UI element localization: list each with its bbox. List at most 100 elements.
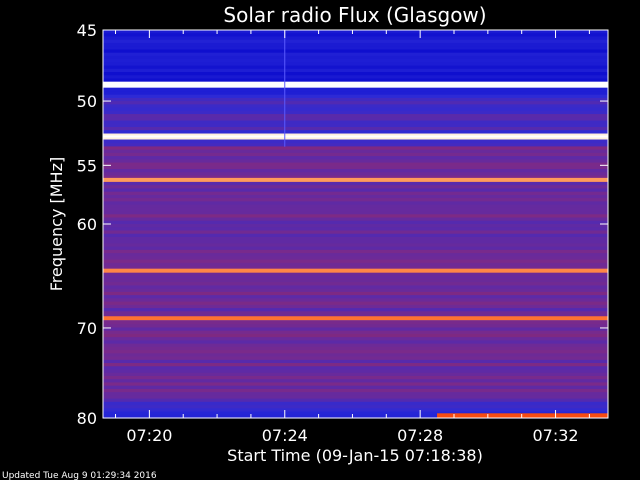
heatmap-row — [103, 327, 608, 332]
heatmap-row — [103, 275, 608, 280]
heatmap-row — [103, 188, 608, 193]
heatmap-row — [103, 49, 608, 54]
heatmap-row — [103, 159, 608, 164]
y-tick-label: 60 — [77, 215, 97, 234]
heatmap-row — [103, 59, 608, 63]
chart-title: Solar radio Flux (Glasgow) — [223, 3, 486, 27]
heatmap-row — [103, 224, 608, 228]
heatmap-row — [103, 330, 608, 335]
heatmap-row — [103, 169, 608, 173]
heatmap-row — [103, 388, 608, 393]
x-tick-label: 07:24 — [262, 426, 308, 445]
heatmap-row — [103, 201, 608, 206]
x-tick-label: 07:28 — [397, 426, 443, 445]
heatmap-row — [103, 282, 608, 287]
heatmap-row — [103, 165, 608, 170]
heatmap-row — [103, 62, 608, 67]
heatmap-row — [103, 405, 608, 409]
heatmap-row — [103, 240, 608, 244]
heatmap-row — [103, 172, 608, 177]
heatmap-row — [103, 152, 608, 157]
heatmap-row — [103, 343, 608, 348]
x-tick-label: 07:20 — [126, 426, 172, 445]
heatmap-row — [103, 346, 608, 351]
heatmap-row — [103, 214, 608, 219]
heatmap-row — [103, 117, 608, 122]
heatmap-row — [103, 97, 608, 102]
heatmap-row — [103, 311, 608, 316]
y-tick-label: 45 — [77, 21, 97, 40]
emission-band-core — [103, 135, 608, 138]
x-axis-ticks: 07:20 07:24 07:28 07:32 — [115, 30, 590, 445]
heatmap-row — [103, 211, 608, 215]
heatmap-row — [103, 88, 608, 93]
heatmap-row — [103, 304, 608, 309]
heatmap-row — [103, 256, 608, 261]
heatmap-row — [103, 72, 608, 76]
heatmap-row — [103, 359, 608, 364]
heatmap-row — [103, 246, 608, 251]
heatmap-row — [103, 143, 608, 147]
plot-area — [102, 29, 609, 419]
heatmap-row — [103, 262, 608, 267]
heatmap-row — [103, 324, 608, 329]
heatmap-row — [103, 107, 608, 112]
y-axis-label: Frequency [MHz] — [47, 157, 66, 291]
heatmap-row — [103, 369, 608, 374]
heatmap-row — [103, 337, 608, 341]
heatmap-row — [103, 156, 608, 160]
heatmap-row — [103, 46, 608, 50]
heatmap-row — [103, 243, 608, 248]
heatmap-row — [103, 288, 608, 293]
heatmap-row — [103, 65, 608, 70]
heatmap-row — [103, 33, 608, 38]
y-tick-label: 80 — [77, 409, 97, 428]
heatmap-row — [103, 382, 608, 387]
heatmap-row — [103, 392, 608, 396]
heatmap-row — [103, 114, 608, 118]
heatmap-row — [103, 266, 608, 270]
heatmap-row — [103, 204, 608, 209]
heatmap-row — [103, 78, 608, 83]
heatmap-row — [103, 414, 608, 419]
heatmap-row — [103, 278, 608, 283]
heatmap-row — [103, 207, 608, 212]
emission-band — [103, 268, 608, 273]
y-tick-label: 50 — [77, 92, 97, 111]
updated-timestamp: Updated Tue Aug 9 01:29:34 2016 — [2, 471, 157, 480]
emission-band — [103, 316, 608, 321]
heatmap-row — [103, 356, 608, 361]
heatmap-row — [103, 185, 608, 190]
heatmap-row — [103, 127, 608, 131]
heatmap-cells — [103, 30, 608, 419]
heatmap-row — [103, 68, 608, 73]
heatmap-row — [103, 308, 608, 312]
heatmap-row — [103, 298, 608, 303]
heatmap-row — [103, 75, 608, 80]
heatmap-row — [103, 181, 608, 186]
heatmap-row — [103, 350, 608, 354]
emission-band-core — [103, 83, 608, 86]
heatmap-row — [103, 340, 608, 345]
heatmap-row — [103, 194, 608, 199]
heatmap-row — [103, 198, 608, 202]
heatmap-row — [103, 236, 608, 241]
heatmap-row — [103, 110, 608, 115]
heatmap-row — [103, 94, 608, 99]
heatmap-row — [103, 42, 608, 47]
emission-bands — [103, 30, 608, 419]
heatmap-row — [103, 220, 608, 225]
heatmap-row — [103, 385, 608, 390]
emission-band — [103, 177, 608, 182]
heatmap-row — [103, 353, 608, 358]
heatmap-row — [103, 366, 608, 371]
heatmap-row — [103, 375, 608, 380]
heatmap-row — [103, 39, 608, 44]
heatmap-row — [103, 55, 608, 60]
y-tick-label: 70 — [77, 319, 97, 338]
heatmap-row — [103, 101, 608, 105]
heatmap-row — [103, 249, 608, 254]
heatmap-row — [103, 395, 608, 400]
y-tick-label: 55 — [77, 156, 97, 175]
